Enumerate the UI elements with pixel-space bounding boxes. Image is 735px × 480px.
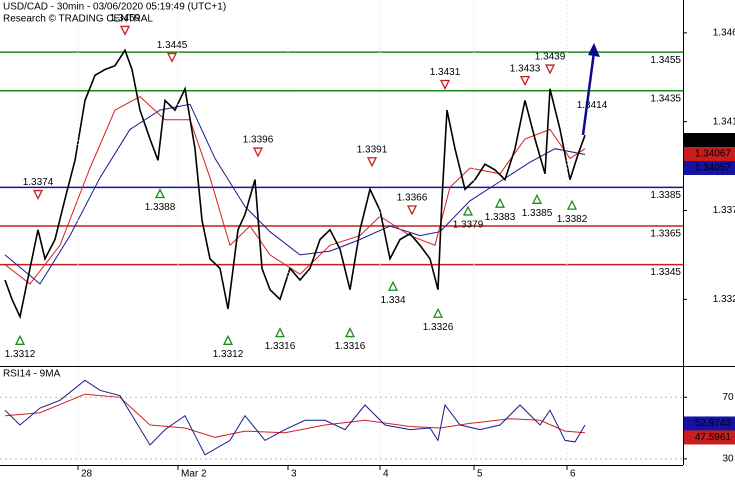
swing-label: 1.334 bbox=[380, 295, 405, 306]
swing-label: 1.3439 bbox=[535, 52, 566, 63]
y-tick-label: 1.3465 bbox=[713, 27, 735, 38]
forecast-arrowhead bbox=[588, 43, 600, 57]
price-badge-label: 1.34067 bbox=[695, 149, 732, 160]
y-tick-label: 70 bbox=[722, 392, 734, 403]
swing-high-marker bbox=[406, 205, 418, 216]
price-badge-label: 52.9743 bbox=[695, 418, 732, 429]
x-tick-label: Mar 2 bbox=[181, 469, 207, 480]
swing-low-marker bbox=[344, 327, 356, 338]
swing-low-marker bbox=[531, 193, 543, 204]
swing-high-marker bbox=[366, 157, 378, 168]
x-tick-label: 6 bbox=[570, 469, 576, 480]
swing-label: 1.3316 bbox=[265, 341, 296, 352]
swing-label: 1.3445 bbox=[157, 40, 188, 51]
swing-high-marker bbox=[119, 25, 131, 36]
swing-label: 1.3383 bbox=[485, 212, 516, 223]
y-tick-label: 30 bbox=[722, 453, 734, 464]
target-label: 1.3414 bbox=[577, 100, 608, 111]
swing-low-marker bbox=[154, 188, 166, 199]
price-badge-label: 1.34095 bbox=[695, 135, 732, 146]
swing-low-marker bbox=[387, 280, 399, 291]
swing-label: 1.3388 bbox=[145, 202, 176, 213]
swing-low-marker bbox=[274, 327, 286, 338]
level-label: 1.3385 bbox=[650, 190, 681, 201]
swing-label: 1.3312 bbox=[5, 349, 36, 360]
swing-label: 1.3385 bbox=[522, 208, 553, 219]
swing-label: 1.3391 bbox=[357, 144, 388, 155]
price-badge bbox=[684, 430, 735, 445]
price-badge bbox=[684, 161, 735, 176]
swing-high-marker bbox=[252, 147, 264, 158]
x-tick-label: 3 bbox=[291, 469, 297, 480]
x-tick-label: 5 bbox=[477, 469, 483, 480]
swing-label: 1.3374 bbox=[23, 177, 54, 188]
level-label: 1.3345 bbox=[650, 267, 681, 278]
swing-high-marker bbox=[519, 75, 531, 87]
level-label: 1.3455 bbox=[650, 55, 681, 66]
series-line bbox=[4, 48, 586, 320]
y-tick-label: 1.3419 bbox=[713, 116, 735, 127]
swing-low-marker bbox=[14, 334, 26, 345]
price-badge-label: 1.34057 bbox=[695, 163, 732, 174]
swing-label: 1.3326 bbox=[423, 322, 454, 333]
swing-label: 1.3316 bbox=[335, 341, 366, 352]
price-badge bbox=[684, 147, 735, 162]
swing-low-marker bbox=[494, 197, 506, 208]
y-tick-label: 1.3327 bbox=[713, 294, 735, 305]
swing-label: 1.3312 bbox=[213, 349, 244, 360]
swing-high-marker bbox=[32, 189, 44, 201]
swing-label: 1.3433 bbox=[510, 63, 541, 74]
price-badge bbox=[684, 416, 735, 431]
price-badge bbox=[684, 133, 735, 148]
swing-low-marker bbox=[222, 334, 234, 345]
series-line bbox=[4, 379, 586, 456]
y-tick-label: 1.3373 bbox=[713, 205, 735, 216]
swing-low-marker bbox=[462, 205, 474, 216]
level-label: 1.3435 bbox=[650, 93, 681, 104]
series-line bbox=[4, 103, 586, 285]
swing-label: 1.3366 bbox=[397, 193, 428, 204]
swing-label: 1.3379 bbox=[453, 220, 484, 231]
swing-label: 1.3459 bbox=[110, 13, 141, 24]
swing-high-marker bbox=[166, 52, 178, 63]
swing-high-marker bbox=[439, 79, 451, 90]
x-tick-label: 28 bbox=[81, 469, 93, 480]
swing-label: 1.3431 bbox=[430, 67, 461, 78]
chart-subtitle: Research © TRADING CENTRAL bbox=[3, 14, 153, 25]
rsi-title: RSI14 - 9MA bbox=[3, 369, 61, 380]
swing-low-marker bbox=[432, 307, 444, 318]
chart-title: USD/CAD - 30min - 03/06/2020 05:19:49 (U… bbox=[3, 2, 226, 13]
level-label: 1.3365 bbox=[650, 229, 681, 240]
swing-high-marker bbox=[544, 64, 556, 75]
x-tick-label: 4 bbox=[383, 469, 389, 480]
forecast-arrow bbox=[581, 51, 596, 136]
swing-label: 1.3396 bbox=[243, 135, 274, 146]
swing-low-marker bbox=[566, 199, 578, 210]
swing-label: 1.3382 bbox=[557, 214, 588, 225]
price-badge-label: 47.5961 bbox=[695, 432, 732, 443]
series-line bbox=[4, 393, 586, 438]
